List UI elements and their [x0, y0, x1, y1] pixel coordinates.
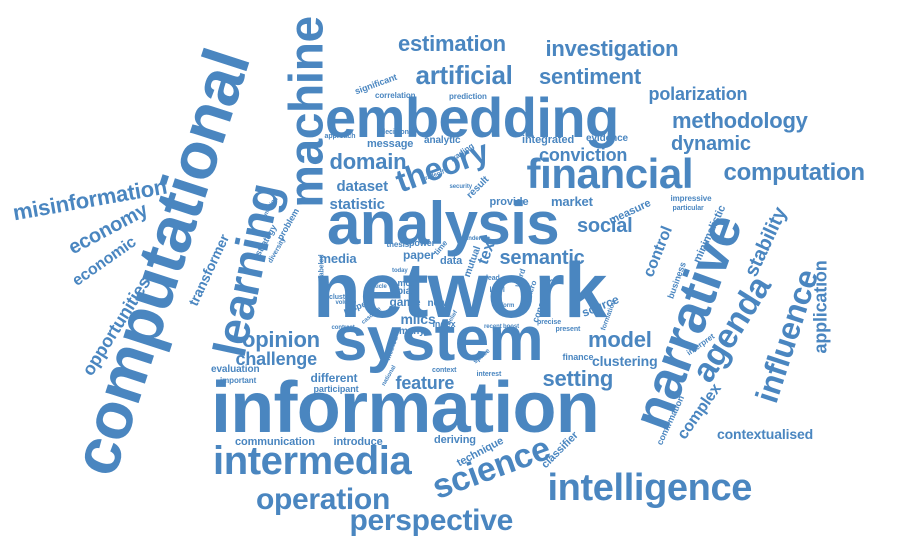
word-network: network — [313, 246, 607, 334]
word-level: level — [489, 286, 505, 294]
word-present: present — [555, 325, 581, 333]
word-dataset: dataset — [336, 177, 389, 195]
word-market: market — [551, 193, 593, 209]
word-context: context — [432, 366, 457, 374]
word-thesis: thesis — [386, 240, 410, 249]
word-clustering: clustering — [592, 353, 658, 369]
word-perspective: perspective — [349, 504, 514, 537]
word-embedding: embedding — [325, 86, 619, 149]
word-unlabeled: unlabeled — [318, 253, 326, 287]
word-game: game — [389, 295, 421, 309]
word-investigation: investigation — [545, 36, 679, 61]
word-analytic: analytic — [424, 135, 461, 146]
word-volume: volume — [335, 300, 357, 306]
word-bias: bias — [397, 286, 417, 297]
word-milcs: milcs — [400, 311, 436, 327]
word-different: different — [310, 371, 358, 385]
word-challenge: challenge — [235, 349, 318, 369]
word-social: social — [577, 215, 633, 237]
word-lead: lead — [486, 274, 500, 282]
word-media: media — [319, 250, 357, 266]
word-model: model — [588, 327, 652, 352]
word-recent: recent — [484, 324, 502, 330]
word-artificial: artificial — [415, 60, 513, 90]
word-system: system — [333, 305, 544, 374]
word-prediction: prediction — [449, 92, 487, 101]
word-evaluation: evaluation — [211, 364, 260, 375]
word-application: application — [810, 260, 831, 354]
word-provide: provide — [489, 195, 529, 208]
word-many: many — [399, 326, 425, 337]
word-evidence: evidence — [586, 133, 629, 144]
word-approach: approach — [324, 132, 356, 140]
word-conviction: conviction — [539, 145, 628, 165]
word-information: information — [211, 368, 600, 448]
word-analysis: analysis — [327, 190, 560, 257]
word-opinion: opinion — [242, 327, 320, 352]
word-control: control — [639, 224, 676, 280]
word-most: most — [397, 277, 419, 288]
word-polarization: polarization — [648, 84, 748, 104]
word-introduce: introduce — [333, 435, 383, 448]
word-communication: communication — [235, 435, 315, 448]
word-article: article — [369, 284, 387, 290]
word-particular: particular — [672, 204, 704, 212]
word-binder: binder — [463, 236, 481, 242]
word-domain: domain — [329, 149, 407, 174]
word-important: important — [220, 376, 257, 385]
word-feature: feature — [395, 373, 455, 393]
word-methodology: methodology — [672, 108, 808, 133]
word-contrast: contrast — [331, 325, 355, 331]
word-interest: interest — [476, 370, 502, 378]
word-new: new — [427, 298, 447, 309]
word-participant: participant — [313, 383, 359, 394]
word-precise: precise — [537, 318, 562, 326]
word-operation: operation — [256, 483, 390, 516]
word-contextualised: contextualised — [717, 426, 814, 442]
word-intelligence: intelligence — [547, 467, 753, 509]
word-power: power — [409, 237, 436, 248]
word-deriving: deriving — [434, 433, 476, 446]
word-integrated: integrated — [522, 133, 575, 146]
word-financial: financial — [526, 150, 694, 197]
word-finance: finance — [562, 351, 594, 362]
word-machine: machine — [280, 16, 334, 208]
word-impressive: impressive — [670, 194, 712, 203]
word-computation: computation — [723, 159, 866, 186]
word-index: index — [432, 318, 456, 329]
word-inform: inform — [496, 303, 515, 309]
word-today: today — [392, 268, 408, 274]
word-security: security — [449, 184, 473, 190]
word-correlation: correlation — [375, 91, 416, 100]
word-intermedia: intermedia — [213, 439, 412, 483]
word-semantic: semantic — [499, 247, 585, 269]
word-setting: setting — [542, 366, 614, 391]
word-data: data — [440, 254, 463, 267]
word-paper: paper — [403, 248, 436, 262]
word-sentiment: sentiment — [539, 64, 641, 89]
word-message: message — [367, 137, 414, 150]
word-statistic: statistic — [329, 195, 385, 213]
word-boost: boost — [503, 324, 520, 330]
word-cluster: cluster — [329, 293, 352, 301]
word-dynamic: dynamic — [671, 133, 751, 155]
word-decision: decision — [381, 128, 409, 136]
word-estimation: estimation — [398, 31, 506, 56]
